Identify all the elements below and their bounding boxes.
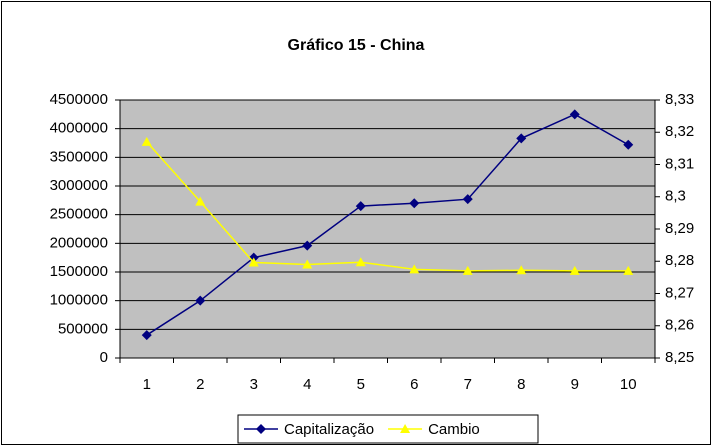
x-tick-label: 8	[517, 376, 525, 393]
y-tick-label: 2000000	[50, 234, 108, 251]
triangle-marker	[355, 257, 366, 267]
diamond-marker	[355, 201, 366, 212]
y2-tick-label: 8,33	[665, 91, 694, 108]
y-tick-label: 4000000	[50, 120, 108, 137]
plot-area	[120, 100, 655, 358]
x-tick-label: 2	[196, 376, 204, 393]
diamond-marker	[409, 198, 420, 209]
y2-tick-label: 8,27	[665, 284, 694, 301]
triangle-marker	[195, 196, 206, 206]
y2-tick-label: 8,28	[665, 252, 694, 269]
legend-box	[237, 414, 539, 444]
triangle-marker	[409, 264, 420, 274]
diamond-marker	[569, 109, 580, 120]
y-tick-label: 3000000	[50, 177, 108, 194]
y-tick-label: 4500000	[50, 91, 108, 108]
triangle-marker	[302, 259, 313, 269]
y-tick-label: 1500000	[50, 263, 108, 280]
legend-marker	[400, 424, 411, 433]
y2-tick-label: 8,3	[665, 188, 686, 205]
y2-tick-label: 8,25	[665, 349, 694, 366]
x-tick-label: 10	[620, 376, 637, 393]
y-tick-label: 1000000	[50, 292, 108, 309]
diamond-marker	[141, 330, 152, 341]
diamond-marker	[302, 240, 313, 251]
series-line	[146, 141, 629, 272]
y2-tick-label: 8,29	[665, 220, 694, 237]
legend-marker	[256, 424, 266, 434]
diamond-marker	[462, 194, 473, 205]
y2-tick-label: 8,26	[665, 317, 694, 334]
x-tick-label: 4	[303, 376, 311, 393]
y-tick-label: 3500000	[50, 148, 108, 165]
x-tick-label: 7	[464, 376, 472, 393]
triangle-marker	[516, 265, 527, 275]
legend-label: Capitalização	[284, 421, 374, 438]
diamond-marker	[516, 133, 527, 144]
triangle-marker	[623, 265, 634, 275]
triangle-marker	[141, 136, 152, 146]
triangle-marker	[248, 257, 259, 267]
diamond-marker	[195, 295, 206, 306]
series-line	[146, 113, 629, 336]
chart-title: Gráfico 15 - China	[288, 37, 425, 54]
x-tick-label: 9	[571, 376, 579, 393]
triangle-marker	[569, 265, 580, 275]
x-tick-label: 1	[143, 376, 151, 393]
y2-tick-label: 8,31	[665, 155, 694, 172]
diamond-marker	[623, 139, 634, 150]
x-tick-label: 3	[250, 376, 258, 393]
y-tick-label: 500000	[58, 320, 108, 337]
y-tick-label: 0	[100, 349, 108, 366]
x-tick-label: 5	[357, 376, 365, 393]
y2-tick-label: 8,32	[665, 123, 694, 140]
x-tick-label: 6	[410, 376, 418, 393]
triangle-marker	[462, 265, 473, 275]
legend-label: Cambio	[428, 421, 480, 438]
y-tick-label: 2500000	[50, 206, 108, 223]
